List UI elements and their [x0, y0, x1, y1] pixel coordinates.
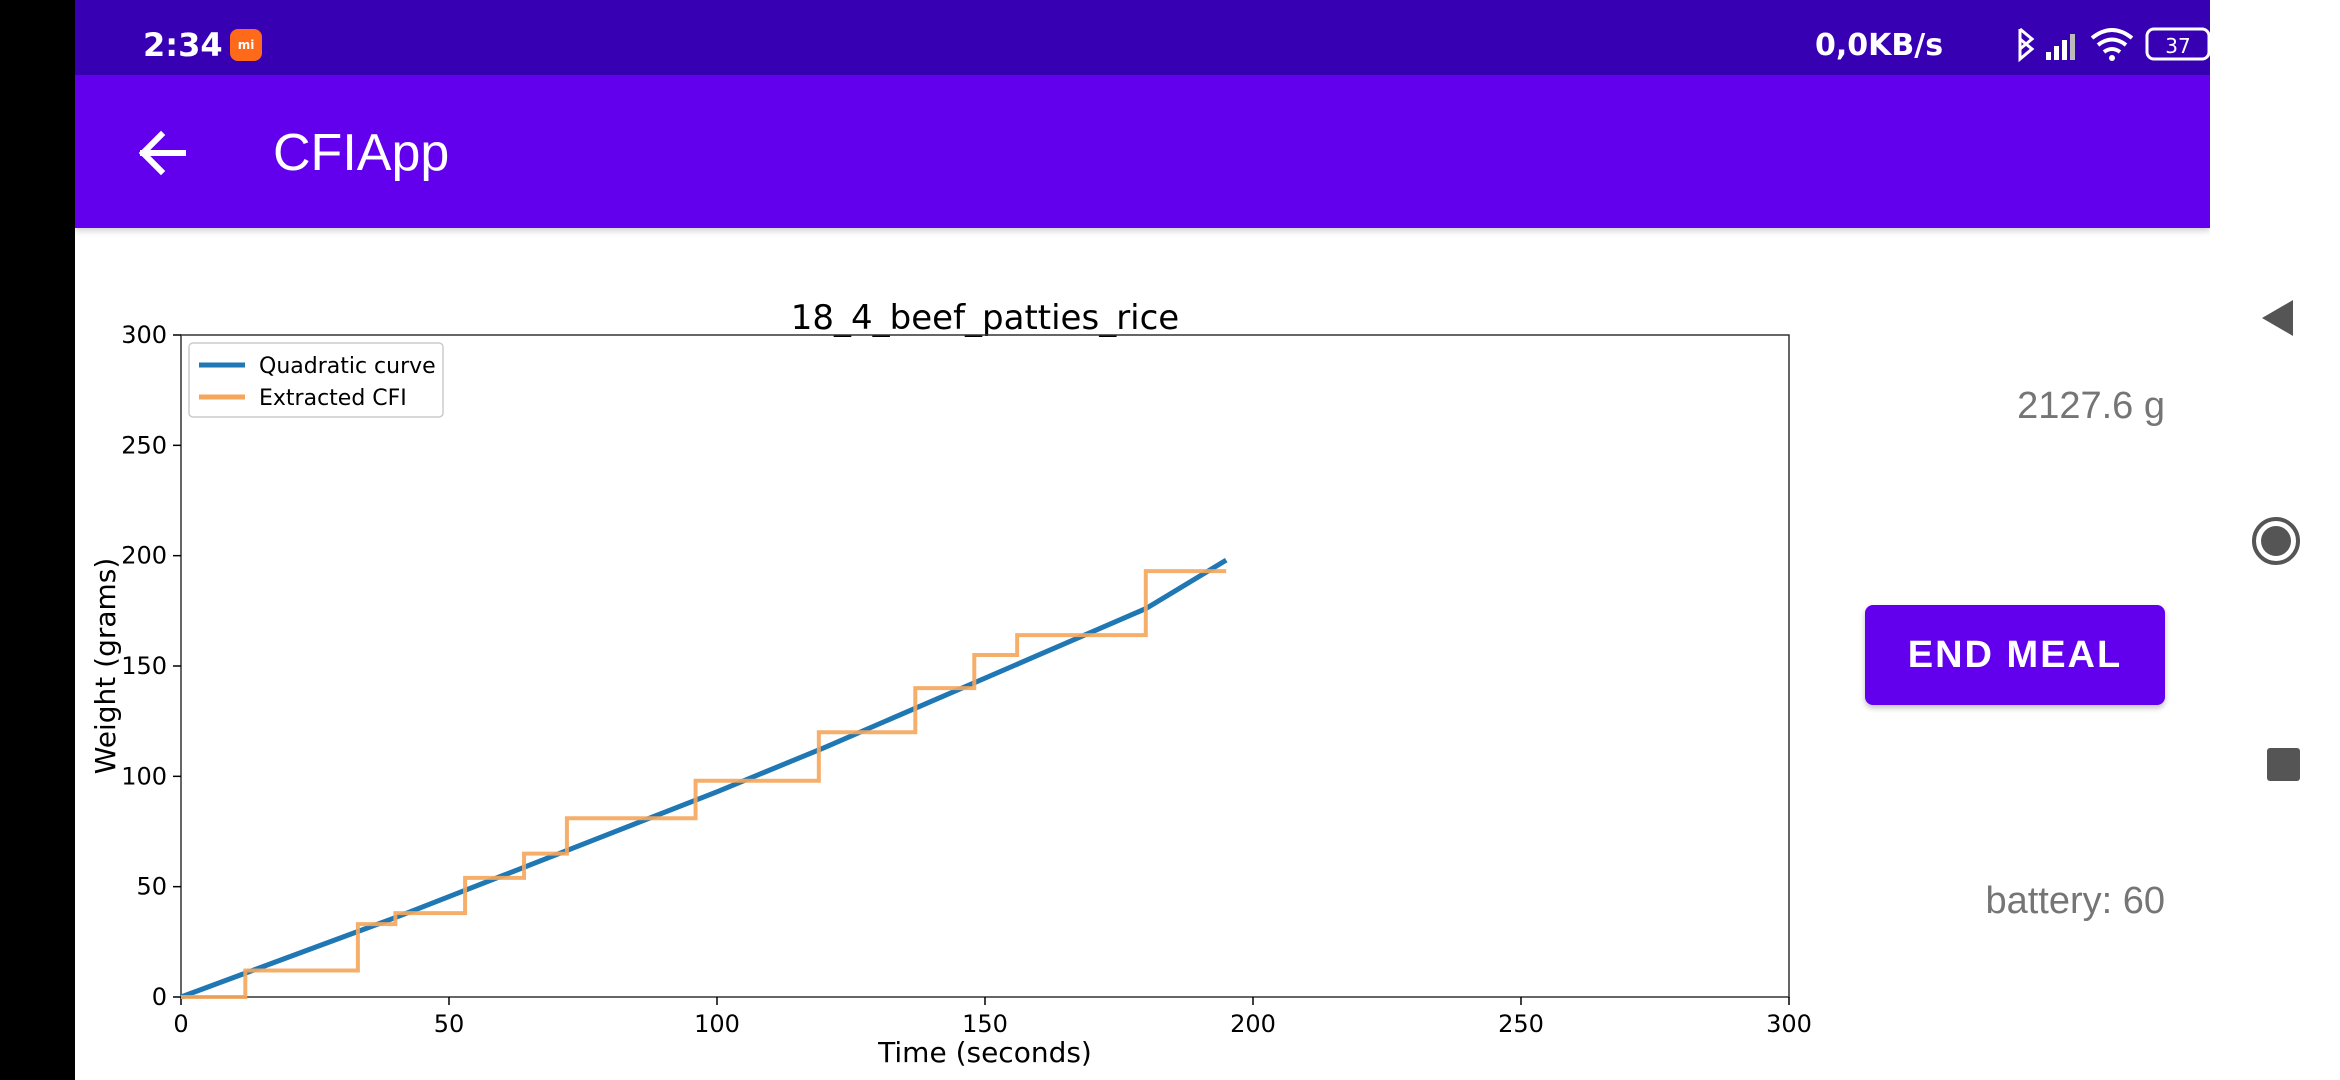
battery-icon: 37 — [2145, 27, 2210, 61]
x-tick-label: 0 — [173, 1010, 188, 1038]
x-tick-label: 300 — [1766, 1010, 1812, 1038]
app-bar: CFIApp — [75, 75, 2210, 228]
legend-label-1: Quadratic curve — [259, 354, 436, 379]
y-axis-label: Weight (grams) — [89, 558, 122, 775]
wifi-icon — [2090, 28, 2134, 61]
y-tick-label: 250 — [121, 431, 167, 459]
y-tick-label: 150 — [121, 652, 167, 680]
y-tick-label: 200 — [121, 542, 167, 570]
series-line-2 — [181, 569, 1227, 999]
end-meal-button[interactable]: END MEAL — [1865, 605, 2165, 705]
arrow-left-icon — [138, 130, 186, 176]
x-tick-label: 250 — [1498, 1010, 1544, 1038]
status-time: 2:34 — [143, 26, 223, 64]
system-nav-bar — [2210, 0, 2340, 1080]
mi-app-icon: mi — [230, 29, 262, 61]
network-speed: 0,0KB/s — [1815, 28, 1944, 63]
status-icons: 37 — [2010, 24, 2210, 68]
y-tick-label: 100 — [121, 762, 167, 790]
x-tick-label: 150 — [962, 1010, 1008, 1038]
status-bar: 2:34 mi 0,0KB/s — [75, 0, 2210, 75]
x-tick-label: 50 — [434, 1010, 465, 1038]
y-tick-label: 300 — [121, 321, 167, 349]
app-title: CFIApp — [273, 124, 450, 182]
y-tick-label: 50 — [136, 873, 167, 901]
chart-title: 18_4_beef_patties_rice — [791, 298, 1179, 338]
cfi-chart: 18_4_beef_patties_rice 0 50 100 150 200 250 300… — [89, 298, 1812, 1069]
nav-recent-icon[interactable] — [2267, 748, 2300, 781]
nav-back-icon[interactable] — [2258, 296, 2298, 340]
battery-readout: battery: 60 — [1985, 880, 2165, 922]
y-tick-label: 0 — [152, 983, 167, 1011]
app-screen: 2:34 mi 0,0KB/s — [75, 0, 2210, 1080]
x-tick-label: 200 — [1230, 1010, 1276, 1038]
battery-level: 37 — [2165, 34, 2190, 58]
legend-label-2: Extracted CFI — [259, 386, 407, 411]
back-button[interactable] — [123, 113, 203, 193]
x-tick-label: 100 — [694, 1010, 740, 1038]
series-line-1 — [180, 557, 1228, 1000]
plot-frame — [180, 334, 1790, 998]
bluetooth-icon — [2018, 27, 2035, 63]
weight-readout: 2127.6 g — [2017, 385, 2165, 427]
nav-home-icon[interactable] — [2250, 515, 2302, 567]
signal-icon — [2046, 34, 2075, 60]
legend-box — [188, 342, 444, 418]
x-axis-label: Time (seconds) — [877, 1036, 1092, 1069]
